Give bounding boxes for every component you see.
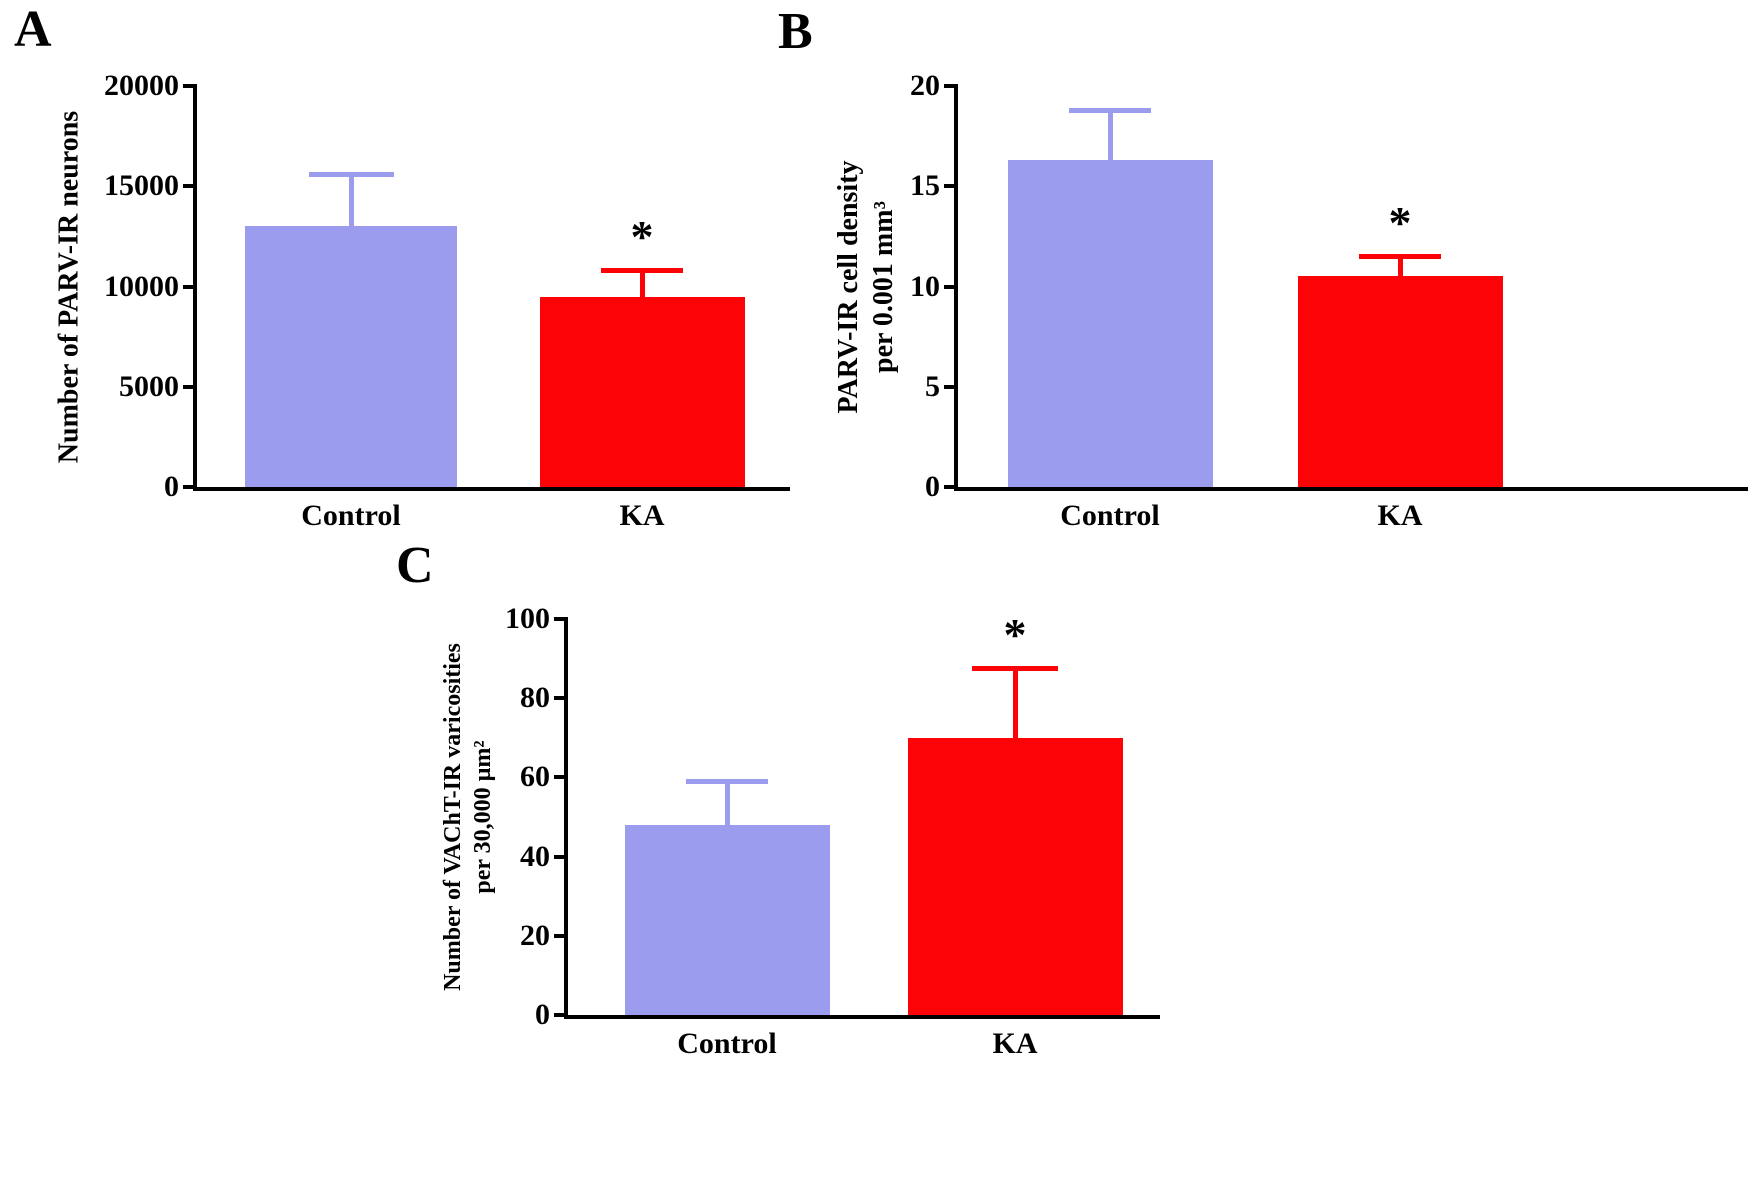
error-bar-line bbox=[724, 781, 730, 825]
panel-a-chart: 0 5000 10000 15000 20000 Control KA * Number of … bbox=[54, 69, 790, 532]
bar-control bbox=[245, 226, 457, 487]
y-tick bbox=[183, 84, 193, 89]
panel-b-label: B bbox=[778, 3, 813, 60]
y-axis bbox=[954, 84, 958, 491]
y-axis-title-line: PARV-IR cell density bbox=[833, 159, 864, 414]
y-tick-label: 5 bbox=[925, 369, 940, 403]
y-axis-title-line: per 30,000 µm² bbox=[470, 740, 496, 894]
significance-star: * bbox=[1388, 197, 1412, 248]
y-tick-label: 0 bbox=[925, 470, 940, 503]
category-label: KA bbox=[1377, 499, 1423, 532]
significance-star: * bbox=[630, 211, 654, 262]
y-tick-label: 15 bbox=[910, 169, 940, 203]
error-bar-line bbox=[639, 270, 645, 297]
y-tick bbox=[183, 384, 193, 389]
y-tick bbox=[944, 485, 954, 489]
y-axis bbox=[193, 84, 197, 491]
panel-c-chart: 0 20 40 60 80 100 Control KA * Number of VAChT-IR… bbox=[440, 602, 1160, 1060]
y-tick bbox=[944, 284, 954, 289]
bar-control bbox=[624, 825, 830, 1015]
bar-ka bbox=[907, 738, 1123, 1015]
category-label: KA bbox=[619, 499, 665, 532]
bar-ka bbox=[539, 297, 745, 487]
y-tick-label: 20 bbox=[520, 918, 550, 952]
x-axis bbox=[954, 487, 1748, 491]
y-tick-label: 20000 bbox=[104, 69, 179, 102]
x-axis bbox=[564, 1015, 1160, 1019]
y-tick-label: 0 bbox=[164, 470, 179, 503]
y-tick bbox=[554, 1013, 564, 1017]
category-label: Control bbox=[301, 499, 401, 532]
y-tick-label: 10 bbox=[910, 269, 940, 303]
error-bar-cap bbox=[308, 172, 394, 177]
y-axis-title: Number of PARV-IR neurons bbox=[52, 110, 87, 462]
y-tick bbox=[554, 933, 564, 938]
y-tick-label: 60 bbox=[520, 760, 550, 794]
y-axis-title: Number of VAChT-IR varicosities per 30,00… bbox=[438, 643, 498, 991]
y-tick-label: 0 bbox=[535, 998, 550, 1031]
error-bar-line bbox=[1397, 256, 1403, 276]
y-tick-label: 40 bbox=[520, 839, 550, 873]
y-axis bbox=[564, 617, 568, 1019]
bar-control bbox=[1007, 160, 1213, 487]
y-axis-title-line: per 0.001 mm³ bbox=[868, 200, 899, 373]
error-bar-line bbox=[1107, 110, 1113, 160]
error-bar-line bbox=[1012, 668, 1018, 738]
y-tick-label: 100 bbox=[505, 602, 550, 635]
y-tick bbox=[183, 485, 193, 489]
y-tick bbox=[944, 84, 954, 88]
panel-b-chart: 0 5 10 15 20 Control KA * PARV-IR cell density pe… bbox=[833, 69, 1748, 532]
y-tick bbox=[554, 854, 564, 859]
bar-ka bbox=[1297, 276, 1503, 487]
panel-a-label: A bbox=[14, 1, 52, 58]
y-tick bbox=[944, 384, 954, 389]
panel-c-label: C bbox=[396, 537, 434, 594]
error-bar-cap bbox=[1069, 108, 1151, 113]
error-bar-cap bbox=[972, 666, 1058, 671]
y-tick-label: 10000 bbox=[104, 269, 179, 303]
y-tick bbox=[183, 284, 193, 289]
error-bar-line bbox=[348, 174, 354, 226]
significance-star: * bbox=[1003, 609, 1027, 660]
x-axis bbox=[193, 487, 790, 491]
y-axis-title-line: Number of VAChT-IR varicosities bbox=[440, 643, 466, 991]
y-tick-label: 5000 bbox=[119, 369, 179, 403]
error-bar-cap bbox=[1359, 254, 1441, 259]
y-tick bbox=[554, 617, 564, 621]
y-tick bbox=[944, 184, 954, 189]
y-tick bbox=[554, 696, 564, 701]
error-bar-cap bbox=[601, 268, 683, 273]
y-tick-label: 80 bbox=[520, 681, 550, 715]
y-axis-title-line: Number of PARV-IR neurons bbox=[53, 110, 85, 463]
category-label: KA bbox=[992, 1027, 1038, 1060]
y-tick bbox=[183, 184, 193, 189]
error-bar-cap bbox=[686, 779, 768, 784]
y-tick bbox=[554, 775, 564, 780]
category-label: Control bbox=[1060, 499, 1160, 532]
category-label: Control bbox=[677, 1027, 777, 1060]
y-axis-title: PARV-IR cell density per 0.001 mm³ bbox=[831, 160, 901, 413]
y-tick-label: 15000 bbox=[104, 169, 179, 203]
y-tick-label: 20 bbox=[910, 69, 940, 102]
